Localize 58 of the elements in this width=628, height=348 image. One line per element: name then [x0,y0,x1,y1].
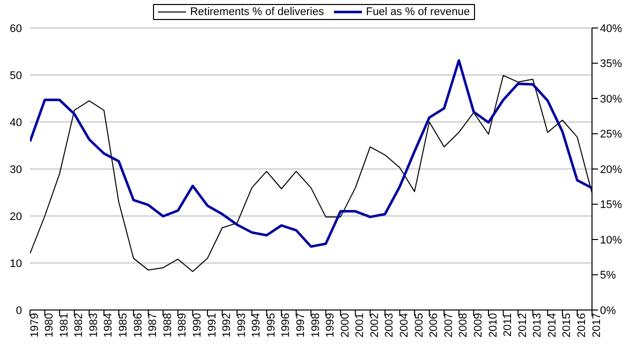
y-tick-label: 60 [10,22,22,35]
x-tick-label: 2004 [398,313,411,338]
x-tick-label: 1996 [280,313,292,338]
x-tick-label: 2008 [458,313,470,338]
x-tick-label: 1985 [118,313,130,338]
x-tick-label: 1979 [28,313,41,338]
x-tick-label: 1995 [265,313,278,338]
x-tick-label: 2006 [428,313,440,338]
x-tick-label: 2012 [516,313,529,338]
x-tick-label: 2000 [339,313,352,338]
y2-tick-label: 20% [600,164,622,176]
y2-tick-label: 30% [600,93,622,106]
x-tick-label: 1988 [162,313,174,338]
y2-tick-label: 10% [600,234,622,246]
y-tick-label: 0 [16,304,22,317]
y-tick-label: 50 [10,70,22,82]
y-tick-label: 20 [10,210,22,223]
y2-tick-label: 0% [600,304,616,317]
x-tick-label: 1982 [73,313,86,338]
x-tick-label: 1998 [310,313,322,338]
y2-tick-label: 5% [600,270,616,282]
x-tick-label: 2009 [472,313,484,338]
x-tick-label: 2007 [442,313,455,338]
x-tick-label: 1992 [221,313,234,338]
x-tick-label: 1980 [44,313,56,338]
x-tick-label: 2016 [576,313,588,338]
x-tick-label: 1994 [250,313,263,338]
x-tick-label: 2010 [487,313,500,338]
x-tick-label: 1987 [147,313,160,338]
x-tick-label: 1993 [236,313,248,338]
x-tick-label: 2013 [532,313,544,338]
y-tick-label: 30 [10,164,22,176]
y2-tick-label: 25% [600,128,622,141]
x-tick-label: 2002 [368,313,381,338]
x-tick-label: 2015 [561,313,574,338]
x-tick-label: 1986 [132,313,144,338]
x-tick-label: 2011 [502,313,514,337]
x-tick-label: 1989 [176,313,189,338]
x-tick-label: 2001 [354,313,366,338]
x-tick-label: 1981 [58,313,70,338]
y2-tick-label: 15% [600,199,622,212]
y2-tick-label: 35% [600,58,622,70]
legend-label: Fuel as % of revenue [366,6,470,18]
line-series [30,59,592,248]
x-tick-label: 1984 [102,313,115,338]
x-tick-label: 2005 [413,313,426,338]
y2-tick-label: 40% [600,22,622,35]
x-tick-label: 2017 [590,313,603,338]
legend-label: Retirements % of deliveries [190,6,324,18]
x-tick-label: 1997 [295,313,308,338]
x-tick-label: 1991 [206,313,218,338]
x-tick-label: 2014 [546,313,558,338]
x-tick-label: 2003 [384,313,396,338]
y-tick-label: 40 [10,116,22,129]
y-tick-label: 10 [10,258,22,270]
x-tick-label: 1999 [324,313,337,338]
x-tick-label: 1983 [88,313,100,338]
x-tick-label: 1990 [191,313,204,338]
